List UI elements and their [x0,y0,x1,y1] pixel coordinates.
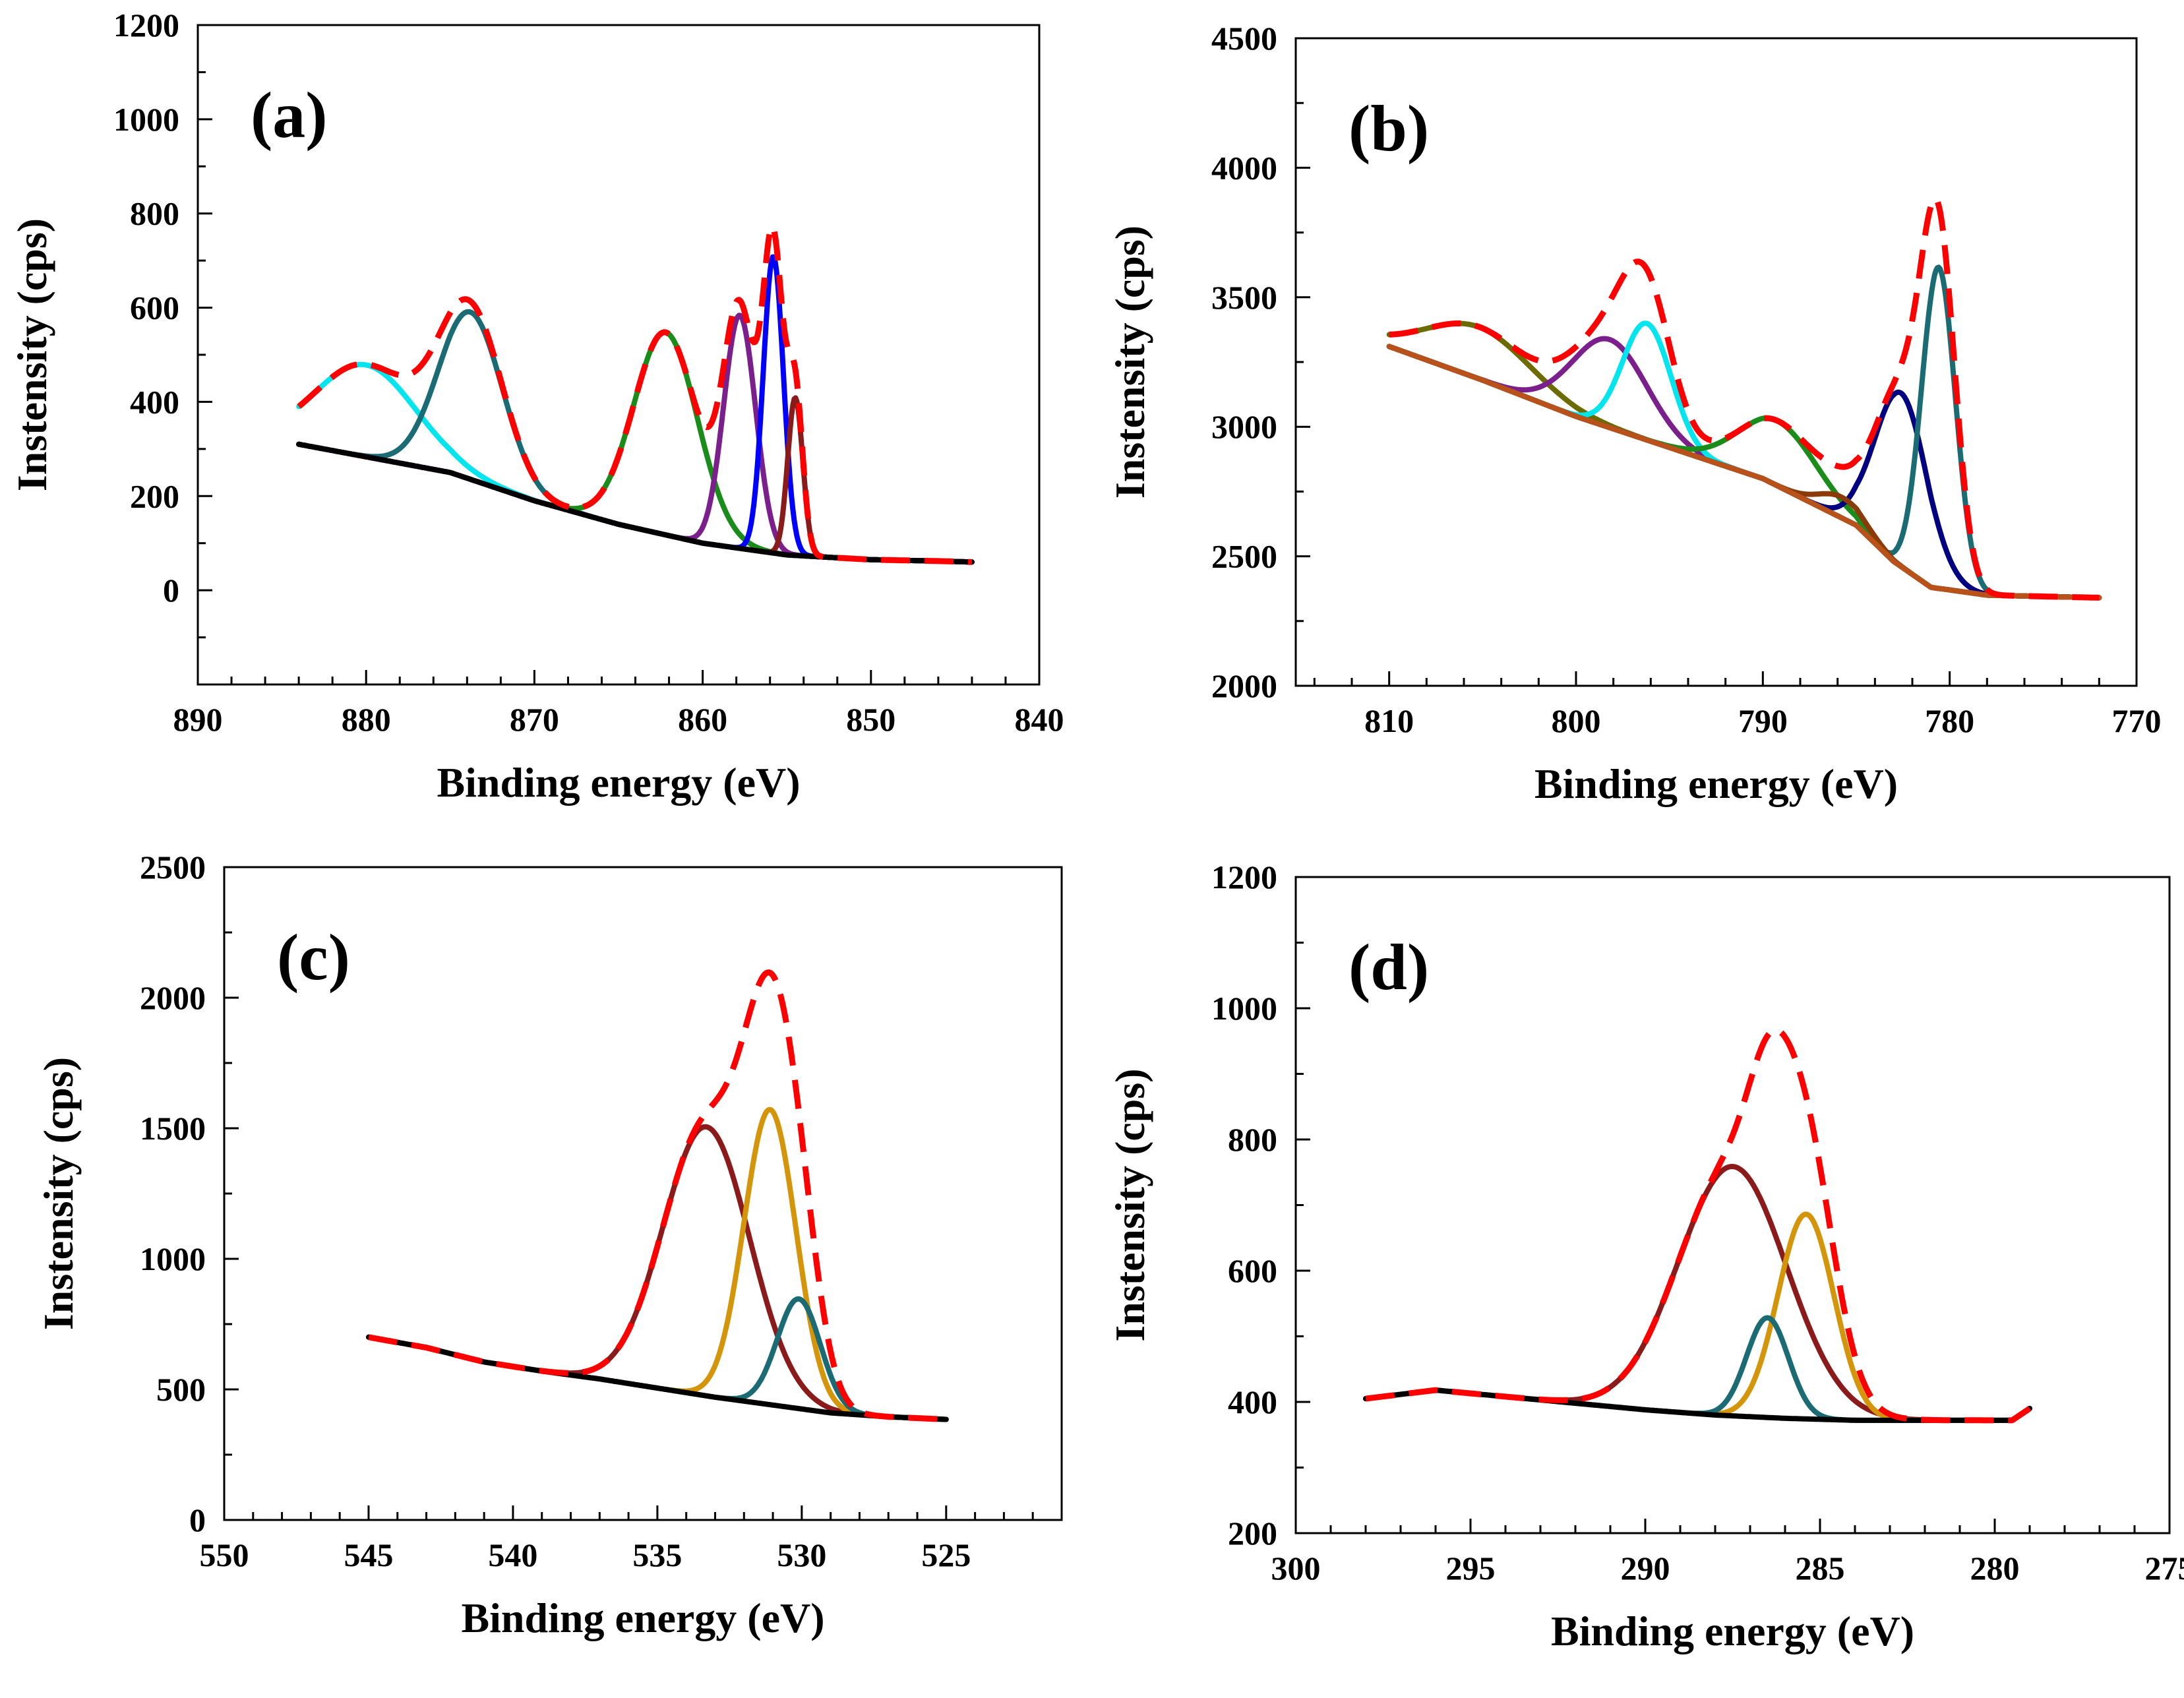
component-peak-1 [1386,320,2102,601]
y-tick-label: 600 [130,289,179,326]
y-tick-label: 200 [130,477,179,514]
x-tick-label: 810 [1364,702,1414,739]
background-line [296,441,975,565]
component-peak-2 [366,1107,949,1422]
y-tick-label: 400 [130,383,179,420]
x-tick-label: 850 [846,701,895,738]
x-axis-title: Binding energy (eV) [437,759,800,806]
envelope-line [367,969,948,1422]
x-tick-label: 300 [1271,1550,1321,1587]
y-tick-label: 1200 [1211,859,1277,895]
x-tick-label: 780 [1925,702,1974,739]
x-tick-label: 860 [678,701,727,738]
x-axis-title: Binding energy (eV) [1551,1608,1914,1654]
x-tick-label: 550 [200,1536,249,1573]
x-tick-label: 790 [1738,702,1788,739]
y-tick-label: 4000 [1211,149,1277,186]
component-peak-6 [1386,264,2102,601]
component-peak-4 [296,313,975,565]
envelope-line [1387,195,2101,601]
y-tick-label: 3500 [1211,279,1277,316]
component-peak-3 [366,1296,949,1422]
component-peak-1 [366,1124,949,1422]
chart-panel-d: 300 295 290 285 280 275 200 400 600 800 1000 1200 Bi… [1107,859,2184,1654]
x-tick-label: 890 [173,701,223,738]
y-tick-label: 2000 [140,979,206,1016]
x-tick-label: 770 [2112,702,2162,739]
x-tick-label: 280 [1970,1550,2020,1587]
y-tick-label: 0 [163,572,179,609]
y-tick-label: 0 [189,1501,206,1538]
component-peak-2 [1386,336,2102,601]
y-tick-label: 1500 [140,1110,206,1147]
y-tick-label: 3000 [1211,408,1277,445]
y-axis-title: Instensity (cps) [1107,1068,1153,1341]
y-tick-label: 1000 [140,1240,206,1277]
component-peak-6 [296,395,975,565]
x-axis-title: Binding energy (eV) [1534,760,1898,807]
y-tick-label: 600 [1228,1252,1277,1289]
y-tick-label: 400 [1228,1383,1277,1420]
chart-panel-c: 550 545 540 535 530 525 0 500 1000 1500 2000 2500 Bi… [35,849,1063,1641]
y-tick-label: 800 [1228,1121,1277,1158]
panel-label: (c) [277,921,350,994]
x-tick-label: 290 [1621,1550,1670,1587]
component-peak-3 [1363,1315,2032,1423]
y-tick-label: 800 [130,195,179,232]
background-line [1386,344,2102,601]
x-tick-label: 880 [342,701,391,738]
panel-label: (a) [251,78,328,152]
y-axis-title: Instensity (cps) [1107,226,1153,499]
y-axis-title: Instensity (cps) [9,218,55,491]
x-tick-label: 285 [1796,1550,1845,1587]
x-tick-label: 530 [777,1536,826,1573]
panel-label: (d) [1349,930,1429,1004]
chart-panel-b: 810 800 790 780 770 2000 2500 3000 3500 4000 4500 B… [1107,20,2162,807]
background-line [366,1334,949,1422]
x-tick-label: 295 [1446,1550,1496,1587]
y-tick-label: 4500 [1211,20,1277,57]
component-peak-2 [296,309,975,565]
x-tick-label: 870 [510,701,559,738]
y-tick-label: 2000 [1211,667,1277,704]
x-tick-label: 840 [1015,701,1064,738]
x-tick-label: 545 [344,1536,393,1573]
component-peak-2 [1363,1211,2032,1423]
component-peak-3 [1386,320,2102,601]
y-tick-label: 2500 [140,849,206,886]
y-tick-label: 1000 [1211,990,1277,1027]
x-tick-label: 535 [632,1536,682,1573]
envelope-line [297,224,974,565]
y-tick-label: 1200 [113,7,179,44]
x-tick-label: 525 [921,1536,971,1573]
x-tick-label: 540 [488,1536,537,1573]
panel-label: (b) [1349,92,1429,165]
x-tick-label: 800 [1552,702,1601,739]
chart-panel-a: 890 880 870 860 850 840 0 200 400 600 800 1000 1200 B… [9,7,1064,806]
x-tick-label: 275 [2145,1550,2184,1587]
x-axis-title: Binding energy (eV) [461,1594,824,1641]
y-tick-label: 1000 [113,101,179,138]
y-tick-label: 500 [156,1371,206,1408]
y-axis-title: Instensity (cps) [35,1057,82,1330]
y-tick-label: 2500 [1211,538,1277,575]
y-tick-label: 200 [1228,1515,1277,1552]
envelope-line [1364,1027,2032,1424]
